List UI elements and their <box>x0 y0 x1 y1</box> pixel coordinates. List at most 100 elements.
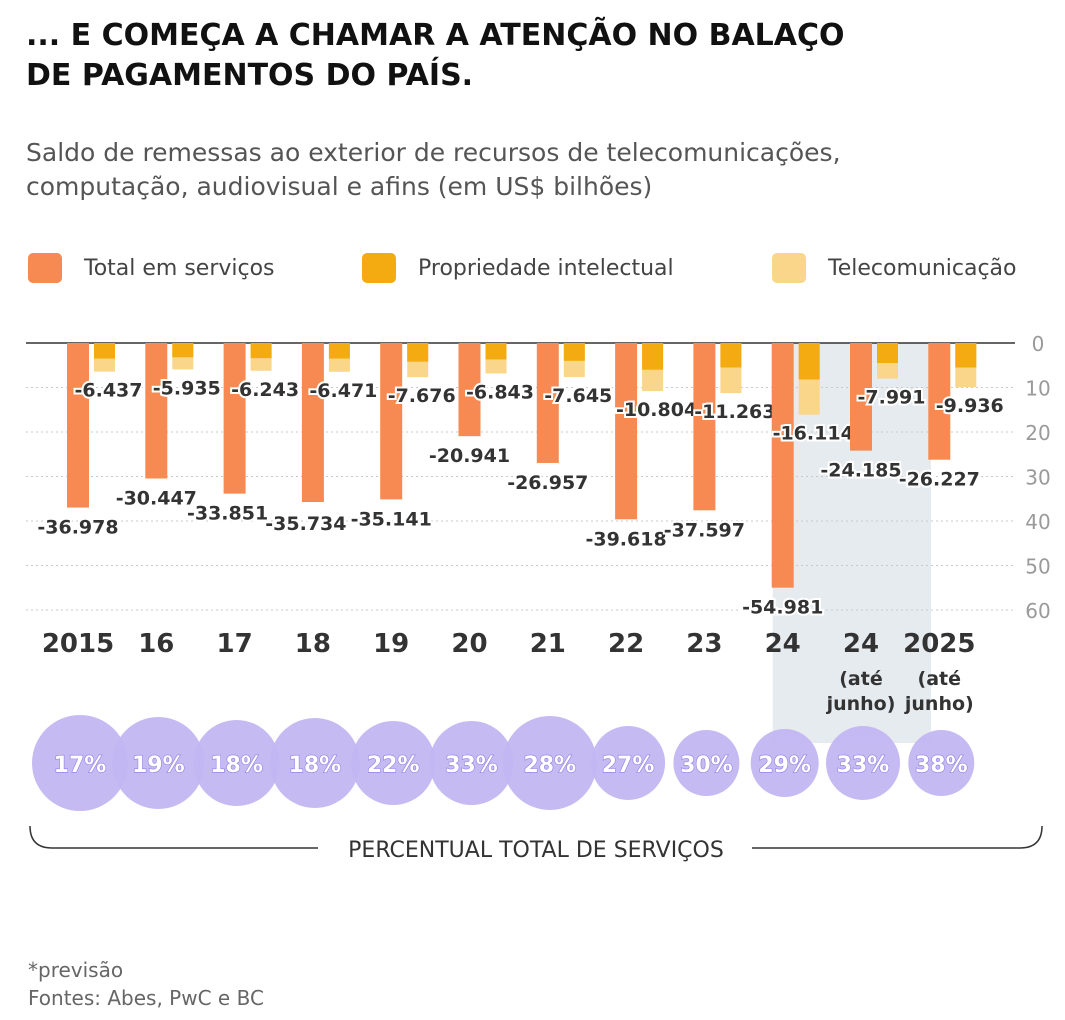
chart-title-line-1: ... E COMEÇA A CHAMAR A ATENÇÃO NO BALAÇ… <box>26 18 845 53</box>
legend-swatch-telecom <box>772 253 806 283</box>
category-label-4-0: 19 <box>373 629 409 659</box>
legend-label-propriedade: Propriedade intelectual <box>418 255 674 281</box>
percent-bubble-2 <box>193 720 280 806</box>
legend-item-propriedade: Propriedade intelectual <box>362 248 674 288</box>
percent-label-2: 18% <box>210 753 263 778</box>
bar-total-10 <box>850 343 872 451</box>
bracket-right <box>752 825 1043 849</box>
bar-propriedade-0 <box>94 343 115 359</box>
category-label-11-2: junho) <box>904 693 974 715</box>
percent-bubble-6 <box>502 716 597 810</box>
bar-total-4 <box>380 343 403 500</box>
bar-propriedade-9 <box>798 343 820 380</box>
bar-total-2 <box>223 343 246 494</box>
y-tick-label-40: 40 <box>1025 510 1050 534</box>
bar-total-11 <box>928 343 951 460</box>
data-label-total-11: -26.227 <box>899 469 980 491</box>
y-tick-label-10: 10 <box>1025 377 1050 401</box>
data-label-total-10: -24.185 <box>820 460 901 482</box>
bracket-left <box>29 825 318 849</box>
percent-label-11: 38% <box>915 753 968 778</box>
percent-label-6: 28% <box>523 753 576 778</box>
percent-label-3: 18% <box>289 753 342 778</box>
percent-label-7: 27% <box>602 753 655 778</box>
data-label-telecom-0: -6.437 <box>75 380 143 402</box>
category-label-11-1: (até <box>918 668 961 690</box>
y-tick-label-0: 0 <box>1032 332 1045 356</box>
y-tick-label-20: 20 <box>1025 421 1050 445</box>
data-label-telecom-10: -7.991 <box>858 387 926 409</box>
bar-total-9 <box>771 343 794 588</box>
percent-label-8: 30% <box>680 753 733 778</box>
category-label-10-2: junho) <box>826 693 896 715</box>
legend-item-telecom: Telecomunicação <box>772 248 1016 288</box>
chart-subtitle: Saldo de remessas ao exterior de recurso… <box>26 136 1036 204</box>
legend-item-total: Total em serviços <box>28 248 275 288</box>
data-label-telecom-1: -5.935 <box>153 377 221 399</box>
percent-label-5: 33% <box>445 753 498 778</box>
data-label-total-3: -35.734 <box>265 513 346 535</box>
y-tick-label-30: 30 <box>1025 466 1050 490</box>
footnote-previsao: *previsão <box>28 958 124 982</box>
legend-swatch-total <box>28 253 62 283</box>
data-label-total-4: -35.141 <box>351 508 432 530</box>
data-label-telecom-7: -10.804 <box>616 399 697 421</box>
y-tick-label-50: 50 <box>1025 555 1050 579</box>
bar-propriedade-2 <box>250 343 272 359</box>
percent-label-10: 33% <box>837 753 890 778</box>
bar-propriedade-3 <box>328 343 350 359</box>
data-label-total-2: -33.851 <box>187 503 268 525</box>
bar-total-3 <box>301 343 324 503</box>
category-label-9-0: 24 <box>765 629 801 659</box>
data-label-total-5: -20.941 <box>429 445 510 467</box>
data-label-total-8: -37.597 <box>664 519 745 541</box>
data-label-telecom-3: -6.471 <box>309 380 377 402</box>
bar-propriedade-6 <box>563 343 585 361</box>
data-label-telecom-6: -7.645 <box>544 385 612 407</box>
percent-label-4: 22% <box>367 753 420 778</box>
data-label-telecom-4: -7.676 <box>388 385 456 407</box>
category-label-0-0: 2015 <box>42 629 114 659</box>
percent-bubble-9 <box>750 729 819 797</box>
percent-bubble-7 <box>591 726 666 800</box>
chart-subtitle-line-1: Saldo de remessas ao exterior de recurso… <box>26 138 841 167</box>
percent-section-label: PERCENTUAL TOTAL DE SERVIÇOS <box>348 838 724 863</box>
data-label-telecom-8: -11.263 <box>694 401 775 423</box>
chart-title: ... E COMEÇA A CHAMAR A ATENÇÃO NO BALAÇ… <box>26 16 1026 96</box>
category-label-10-0: 24 <box>843 629 879 659</box>
category-label-6-0: 21 <box>530 629 566 659</box>
bar-propriedade-4 <box>407 343 429 362</box>
percent-bubble-0 <box>32 715 128 811</box>
percent-label-0: 17% <box>54 753 107 778</box>
bar-total-1 <box>145 343 168 479</box>
data-label-telecom-11: -9.936 <box>936 395 1004 417</box>
percent-bubble-11 <box>908 730 975 796</box>
percent-bubble-1 <box>112 717 205 809</box>
percent-label-1: 19% <box>132 753 185 778</box>
legend-label-total: Total em serviços <box>84 255 275 281</box>
category-label-1-0: 16 <box>138 629 174 659</box>
category-label-3-0: 18 <box>295 629 331 659</box>
legend-label-telecom: Telecomunicação <box>828 255 1017 281</box>
bar-propriedade-7 <box>642 343 664 370</box>
category-label-2-0: 17 <box>217 629 253 659</box>
category-label-11-0: 2025 <box>903 629 975 659</box>
chart-legend: Total em serviços Propriedade intelectua… <box>0 248 1065 288</box>
bar-propriedade-10 <box>877 343 898 364</box>
data-label-total-0: -36.978 <box>37 517 118 539</box>
data-label-total-1: -30.447 <box>116 487 197 509</box>
percent-bubble-10 <box>826 726 900 800</box>
bar-total-6 <box>536 343 559 463</box>
bar-propriedade-1 <box>172 343 194 358</box>
category-label-10-1: (até <box>839 668 882 690</box>
chart-subtitle-line-2: computação, audiovisual e afins (em US$ … <box>26 172 653 201</box>
data-label-total-9: -54.981 <box>742 597 823 619</box>
category-label-5-0: 20 <box>451 629 487 659</box>
category-label-7-0: 22 <box>608 629 644 659</box>
percent-bubble-3 <box>269 718 360 808</box>
percent-label-9: 29% <box>758 753 811 778</box>
bar-total-8 <box>693 343 716 511</box>
category-label-8-0: 23 <box>686 629 722 659</box>
percent-bubble-8 <box>673 730 740 796</box>
